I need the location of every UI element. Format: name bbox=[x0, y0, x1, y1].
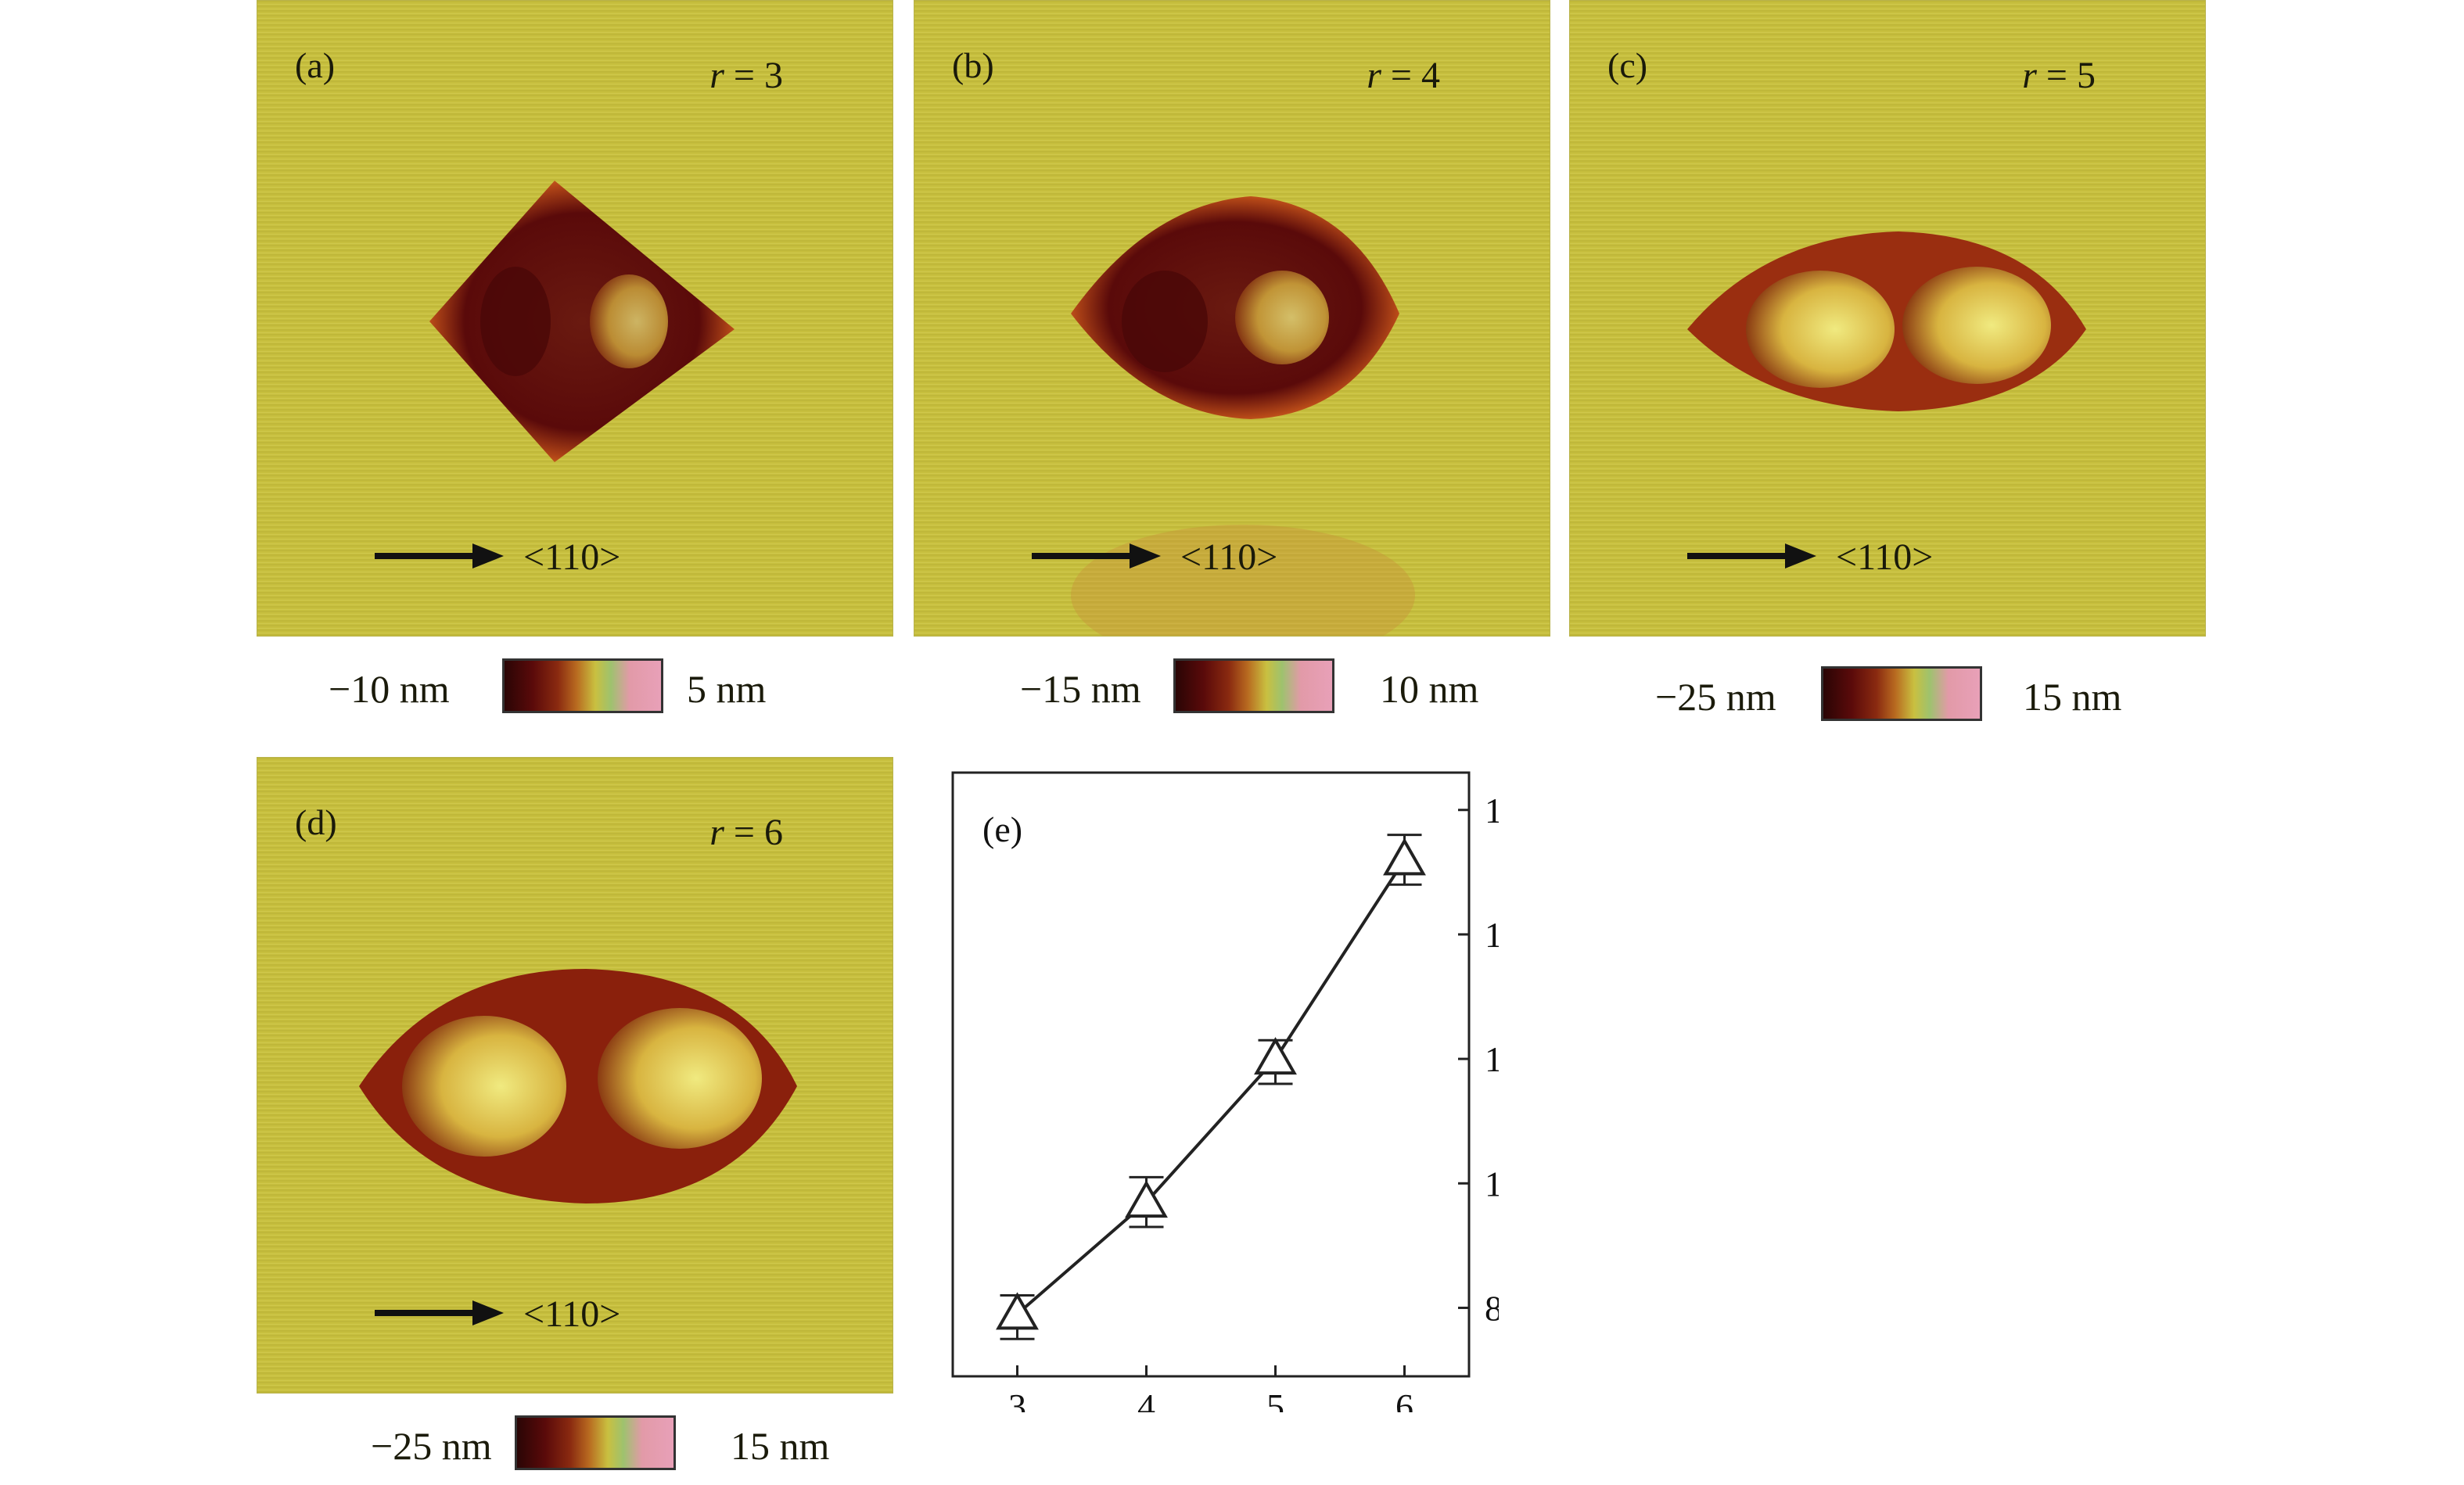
scale-min: −25 nm bbox=[371, 1424, 492, 1468]
y-tick-label: 80 bbox=[1485, 1288, 1499, 1328]
direction-label: <110> bbox=[523, 536, 621, 578]
colorbar bbox=[502, 658, 663, 713]
colorbar bbox=[1821, 666, 1982, 721]
direction-label: <110> bbox=[523, 1293, 621, 1335]
data-point-triangle bbox=[996, 1292, 1039, 1330]
r-value-label: r = 6 bbox=[709, 812, 783, 853]
color-scale-d: −25 nm 15 nm bbox=[371, 1415, 871, 1478]
x-tick-label: 3 bbox=[1008, 1386, 1026, 1412]
direction-arrow-icon bbox=[1687, 543, 1816, 569]
plot-frame bbox=[951, 771, 1471, 1378]
direction-arrow-icon bbox=[375, 1300, 504, 1325]
afm-image-c bbox=[1570, 1, 2205, 636]
colorbar bbox=[515, 1415, 676, 1470]
scale-min: −25 nm bbox=[1655, 675, 1776, 719]
direction-arrow-icon bbox=[1032, 543, 1161, 569]
colorbar bbox=[1173, 658, 1334, 713]
y-tick-label: 140 bbox=[1485, 915, 1499, 955]
afm-panel-c: (c) r = 5 <110> bbox=[1569, 0, 2206, 637]
afm-image-d bbox=[257, 758, 893, 1393]
scale-max: 15 nm bbox=[731, 1424, 830, 1468]
y-tick-label: 110 bbox=[1485, 1164, 1499, 1203]
r-value-label: r = 4 bbox=[1367, 55, 1440, 96]
direction-label: <110> bbox=[1836, 536, 1934, 578]
color-scale-a: −10 nm 5 nm bbox=[329, 658, 829, 721]
panel-label: (c) bbox=[1607, 45, 1648, 85]
direction-label: <110> bbox=[1180, 536, 1278, 578]
x-tick-label: 4 bbox=[1137, 1386, 1155, 1412]
scale-min: −15 nm bbox=[1020, 667, 1141, 711]
data-point-triangle bbox=[1383, 838, 1426, 876]
chart-svg: (e)3456r80110120140160Interdot spacing (… bbox=[951, 771, 1553, 1469]
color-scale-b: −15 nm 10 nm bbox=[1020, 658, 1505, 721]
panel-label: (e) bbox=[982, 809, 1022, 849]
scale-min: −10 nm bbox=[329, 667, 450, 711]
scale-max: 15 nm bbox=[2023, 675, 2122, 719]
afm-panel-a: (a) r = 3 <110> bbox=[257, 0, 893, 637]
afm-panel-b: (b) r = 4 <110> bbox=[914, 0, 1550, 637]
scale-max: 10 nm bbox=[1380, 667, 1479, 711]
y-tick-label: 120 bbox=[1485, 1039, 1499, 1079]
direction-arrow-icon bbox=[375, 543, 504, 569]
y-tick-label: 160 bbox=[1485, 791, 1499, 830]
scale-max: 5 nm bbox=[687, 667, 767, 711]
color-scale-c: −25 nm 15 nm bbox=[1655, 666, 2140, 729]
panel-label: (a) bbox=[295, 45, 336, 85]
afm-panel-d: (d) r = 6 <110> bbox=[257, 757, 893, 1394]
series-line bbox=[1016, 859, 1406, 1315]
afm-image-a bbox=[257, 1, 893, 636]
afm-image-b bbox=[914, 1, 1550, 636]
panel-label: (d) bbox=[295, 802, 337, 842]
data-point-triangle bbox=[1254, 1037, 1297, 1075]
panel-label: (b) bbox=[952, 45, 994, 85]
r-value-label: r = 5 bbox=[2022, 55, 2096, 96]
r-value-label: r = 3 bbox=[709, 55, 783, 96]
interdot-spacing-chart: (e)3456r80110120140160Interdot spacing (… bbox=[951, 771, 1553, 1469]
data-point-triangle bbox=[1125, 1180, 1168, 1218]
x-tick-label: 5 bbox=[1266, 1386, 1284, 1412]
x-tick-label: 6 bbox=[1395, 1386, 1413, 1412]
